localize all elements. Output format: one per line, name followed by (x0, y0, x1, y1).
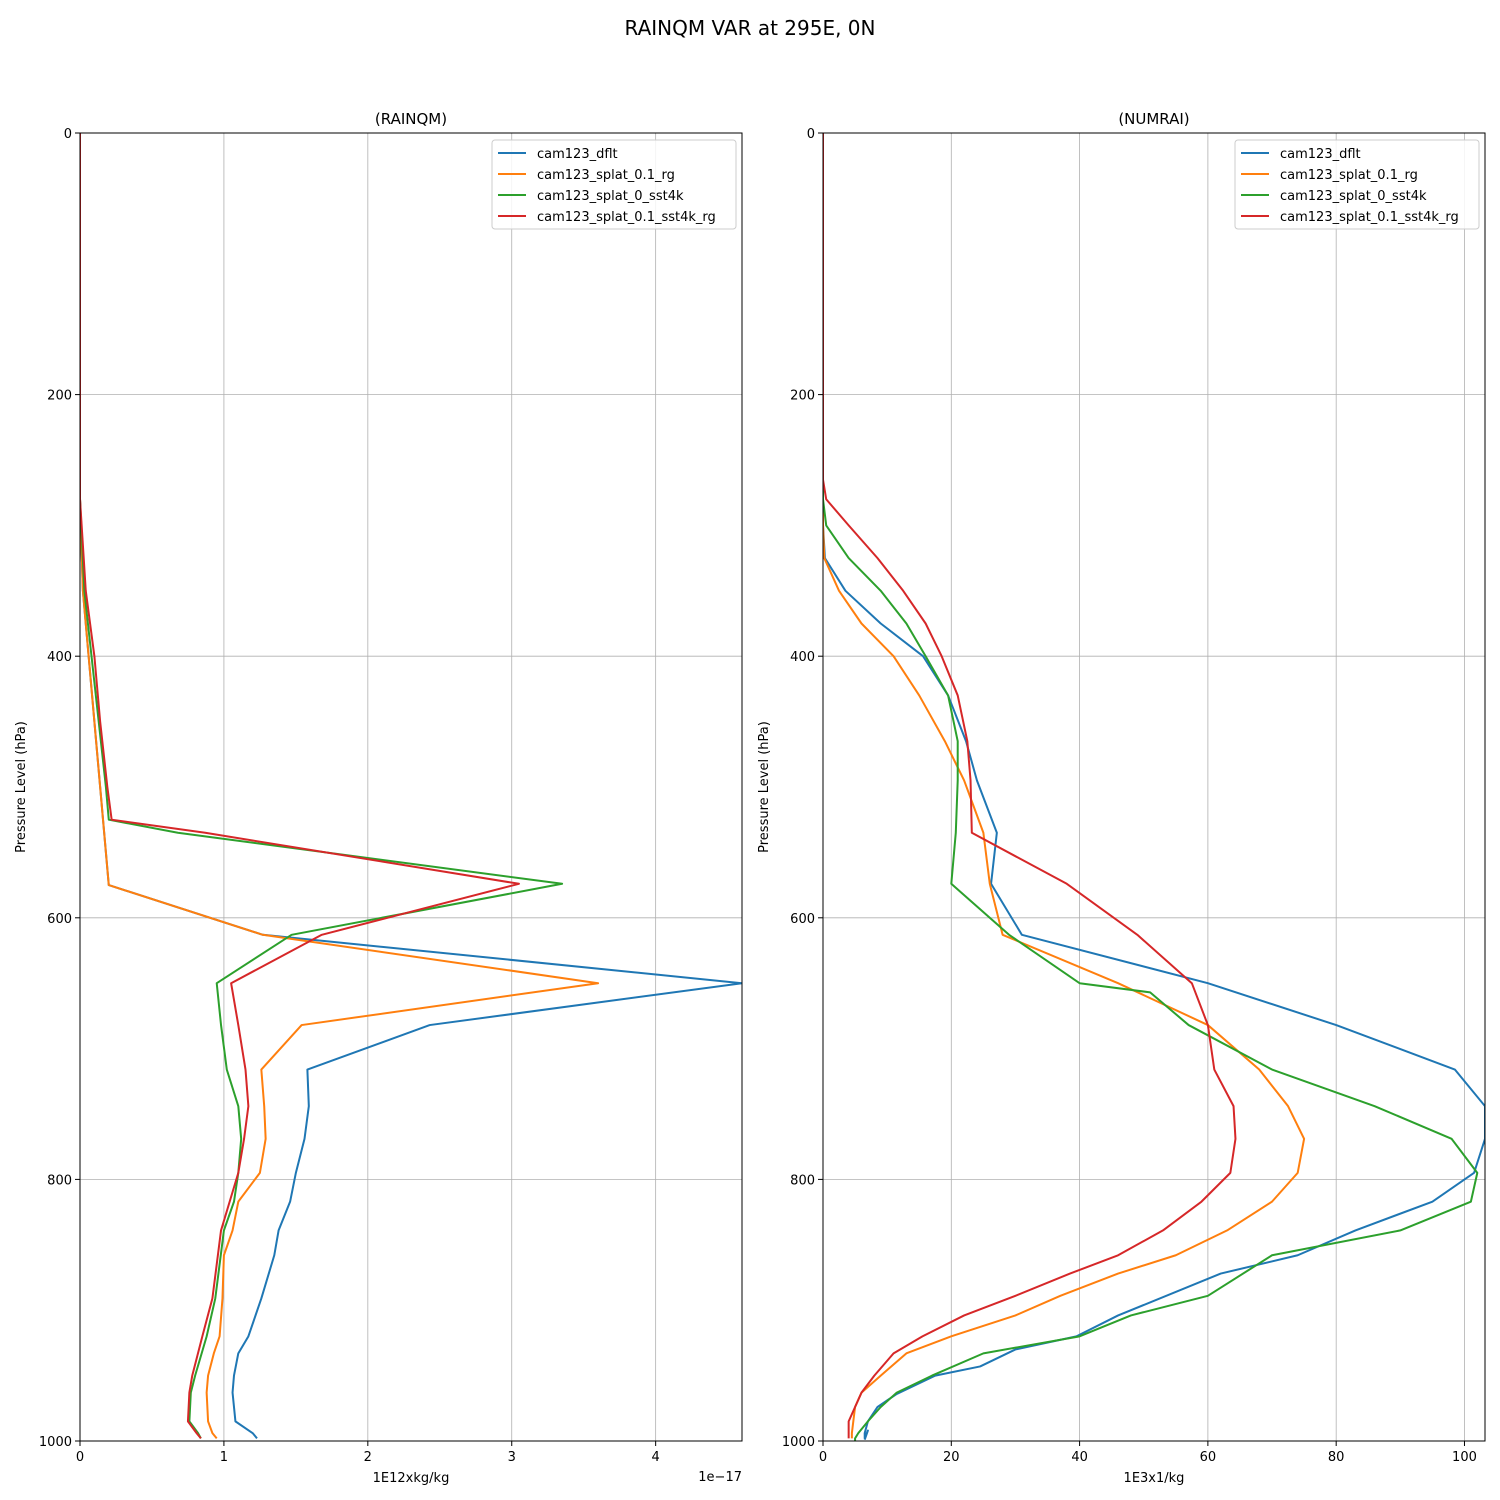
x-tick-label: 2 (364, 1450, 372, 1465)
x-axis-label: 1E12xkg/kg (373, 1471, 450, 1486)
y-tick-label: 600 (790, 912, 815, 927)
y-tick-label: 800 (47, 1173, 72, 1188)
x-tick-label: 60 (1200, 1450, 1217, 1465)
y-tick-label: 1000 (782, 1435, 815, 1450)
series-line-cam123_splat_0.1_sst4k_rg (823, 133, 1237, 1439)
x-axis-label: 1E3x1/kg (1124, 1471, 1185, 1486)
series-line-cam123_splat_0_sst4k (823, 133, 1479, 1441)
series-line-cam123_splat_0.1_sst4k_rg (80, 133, 520, 1440)
subplot-title: (RAINQM) (375, 110, 447, 128)
y-axis-label: Pressure Level (hPa) (757, 721, 772, 853)
x-tick-label: 1 (220, 1450, 228, 1465)
y-tick-label: 0 (807, 127, 815, 142)
legend-box (1234, 139, 1480, 230)
legend-entry: cam123_splat_0_sst4k (1280, 189, 1427, 204)
x-tick-label: 0 (76, 1450, 84, 1465)
y-tick-label: 400 (47, 650, 72, 665)
legend-entry: cam123_splat_0_sst4k (537, 189, 684, 204)
figure-title: RAINQM VAR at 295E, 0N (624, 16, 876, 40)
x-offset-text: 1e−17 (698, 1470, 742, 1485)
x-tick-label: 0 (819, 1450, 827, 1465)
x-tick-label: 20 (943, 1450, 960, 1465)
x-tick-label: 80 (1328, 1450, 1345, 1465)
legend-entry: cam123_splat_0.1_rg (537, 168, 675, 183)
series-line-cam123_splat_0.1_rg (80, 133, 600, 1440)
x-tick-label: 4 (652, 1450, 660, 1465)
subplot-rainqm: 0 1 2 3 4 0 200 400 600 800 1000 (RAINQM) 1E12xkg/kg… (14, 110, 743, 1486)
x-tick-label: 40 (1071, 1450, 1088, 1465)
x-tick-label: 100 (1452, 1450, 1477, 1465)
legend-box (491, 139, 737, 230)
x-tick-label: 3 (508, 1450, 516, 1465)
series-line-cam123_dflt (823, 133, 1485, 1441)
series-line-cam123_splat_0.1_rg (823, 133, 1306, 1439)
legend: cam123_dflt cam123_splat_0.1_rg cam123_spl… (1234, 139, 1480, 230)
series-line-cam123_splat_0_sst4k (80, 133, 564, 1439)
y-tick-label: 600 (47, 912, 72, 927)
subplot-title: (NUMRAI) (1118, 110, 1189, 128)
legend-entry: cam123_splat_0.1_rg (1280, 168, 1418, 183)
y-tick-label: 800 (790, 1173, 815, 1188)
series-line-cam123_dflt (80, 133, 742, 1440)
legend-entry: cam123_dflt (537, 147, 618, 162)
y-tick-label: 0 (64, 127, 72, 142)
y-tick-label: 200 (790, 389, 815, 404)
subplot-numrai: 0 20 40 60 80 10002004006008001000(NUMRAI)1E3… (757, 110, 1486, 1486)
plot-frame (79, 132, 743, 1442)
legend-entry: cam123_splat_0.1_sst4k_rg (1280, 210, 1459, 225)
y-tick-label: 200 (47, 389, 72, 404)
plot-frame (822, 132, 1486, 1442)
y-axis-label: Pressure Level (hPa) (14, 721, 29, 853)
legend-entry: cam123_splat_0.1_sst4k_rg (537, 210, 716, 225)
y-tick-label: 1000 (39, 1435, 72, 1450)
y-tick-label: 400 (790, 650, 815, 665)
legend-entry: cam123_dflt (1280, 147, 1361, 162)
legend: cam123_dflt cam123_splat_0.1_rg cam123_spl… (491, 139, 737, 230)
